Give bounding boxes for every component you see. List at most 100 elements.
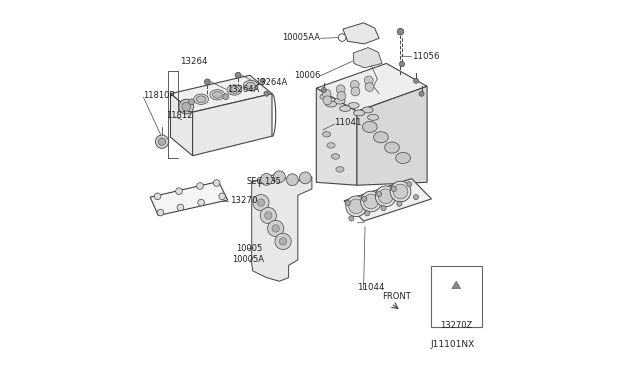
Text: 10005A: 10005A: [232, 255, 264, 264]
Circle shape: [182, 102, 191, 111]
Circle shape: [376, 192, 381, 197]
Ellipse shape: [326, 101, 337, 107]
Circle shape: [280, 238, 287, 245]
Circle shape: [204, 79, 211, 85]
Circle shape: [198, 199, 204, 206]
Text: 13264: 13264: [180, 57, 207, 66]
Circle shape: [257, 199, 264, 206]
Circle shape: [322, 89, 331, 98]
Ellipse shape: [327, 142, 335, 148]
Ellipse shape: [332, 154, 340, 159]
Polygon shape: [150, 182, 228, 215]
Text: 10005: 10005: [236, 244, 262, 253]
Text: J11101NX: J11101NX: [430, 340, 474, 349]
Ellipse shape: [362, 107, 373, 113]
Circle shape: [362, 196, 367, 202]
Circle shape: [264, 212, 272, 219]
Text: 11812: 11812: [166, 111, 192, 121]
Circle shape: [260, 78, 266, 83]
Circle shape: [397, 201, 402, 206]
Text: 11810P: 11810P: [143, 91, 175, 100]
Circle shape: [260, 173, 273, 185]
Ellipse shape: [323, 132, 331, 137]
Circle shape: [419, 91, 424, 96]
Circle shape: [287, 174, 298, 186]
Circle shape: [300, 172, 311, 184]
Polygon shape: [357, 86, 427, 185]
Text: 11056: 11056: [412, 52, 440, 61]
Circle shape: [351, 87, 360, 96]
Ellipse shape: [374, 132, 388, 143]
Circle shape: [213, 180, 220, 186]
Circle shape: [154, 193, 161, 200]
Circle shape: [177, 204, 184, 211]
Circle shape: [364, 76, 373, 85]
Polygon shape: [452, 281, 461, 289]
Circle shape: [376, 186, 396, 207]
Circle shape: [260, 208, 276, 224]
Text: 11041: 11041: [334, 118, 362, 127]
Polygon shape: [344, 179, 431, 221]
Circle shape: [349, 216, 354, 221]
Ellipse shape: [353, 110, 365, 116]
Circle shape: [345, 201, 350, 206]
Circle shape: [360, 191, 381, 212]
Ellipse shape: [246, 82, 255, 89]
Circle shape: [264, 91, 269, 96]
Circle shape: [157, 209, 164, 216]
Circle shape: [381, 206, 386, 211]
Ellipse shape: [340, 106, 351, 112]
Circle shape: [273, 171, 285, 183]
Circle shape: [223, 94, 229, 100]
Polygon shape: [353, 48, 382, 68]
Circle shape: [365, 83, 374, 92]
Circle shape: [350, 80, 359, 89]
Circle shape: [339, 34, 346, 41]
Circle shape: [399, 62, 404, 67]
Circle shape: [407, 182, 412, 187]
Text: 13270Z: 13270Z: [440, 321, 472, 330]
Circle shape: [268, 220, 284, 237]
Polygon shape: [193, 94, 272, 156]
Ellipse shape: [396, 153, 410, 163]
Circle shape: [219, 193, 225, 200]
Circle shape: [413, 78, 419, 83]
Circle shape: [182, 99, 188, 105]
Text: 10005AA: 10005AA: [282, 33, 320, 42]
Polygon shape: [343, 23, 379, 44]
Circle shape: [337, 92, 346, 100]
Circle shape: [336, 85, 345, 94]
Circle shape: [158, 138, 166, 145]
Circle shape: [275, 233, 291, 250]
Polygon shape: [316, 88, 357, 185]
Circle shape: [196, 183, 204, 189]
Polygon shape: [316, 63, 427, 112]
Circle shape: [397, 28, 404, 35]
Text: 11044: 11044: [357, 283, 385, 292]
Circle shape: [179, 99, 194, 114]
Circle shape: [175, 188, 182, 195]
Bar: [431, 266, 482, 327]
Ellipse shape: [367, 114, 379, 120]
Polygon shape: [170, 94, 193, 156]
Text: SEC.135: SEC.135: [246, 177, 281, 186]
Ellipse shape: [336, 167, 344, 172]
Ellipse shape: [194, 94, 209, 105]
Ellipse shape: [243, 80, 258, 91]
Circle shape: [235, 72, 241, 78]
Ellipse shape: [348, 103, 359, 109]
Circle shape: [156, 135, 168, 148]
Text: 10006: 10006: [294, 71, 320, 80]
Circle shape: [189, 99, 195, 105]
Ellipse shape: [385, 142, 399, 153]
Ellipse shape: [362, 121, 377, 132]
Text: 13264A: 13264A: [227, 85, 259, 94]
Circle shape: [321, 87, 326, 93]
Ellipse shape: [320, 94, 331, 100]
Circle shape: [253, 195, 269, 211]
Ellipse shape: [334, 98, 345, 104]
Circle shape: [272, 225, 280, 232]
Circle shape: [339, 34, 346, 41]
Circle shape: [378, 189, 393, 204]
Ellipse shape: [212, 92, 222, 98]
